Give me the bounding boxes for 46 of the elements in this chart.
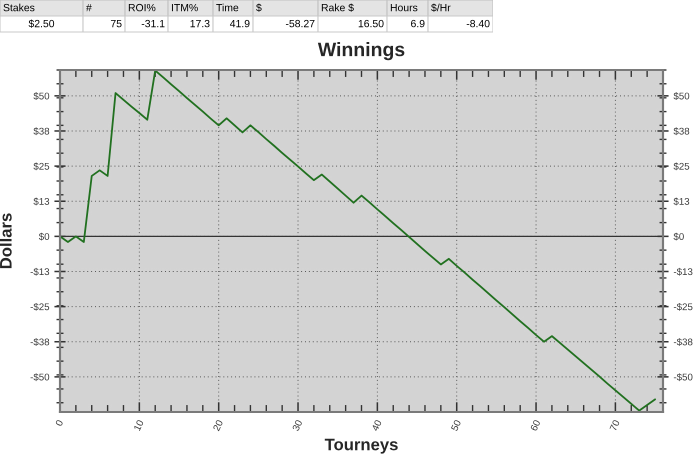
y-tick-label: -$50 (30, 373, 50, 382)
y2-tick-label: $0 (674, 232, 684, 241)
text: 17.3 (190, 20, 210, 28)
category-label: $ (256, 3, 262, 12)
text: $2.50 (28, 19, 54, 28)
category-label: Stakes (3, 4, 34, 12)
text: 16.50 (358, 20, 384, 28)
x-tick-label: 70 (609, 419, 620, 432)
x-tick-label: 50 (450, 419, 462, 432)
y2-tick-label: -$13 (674, 268, 692, 276)
y-tick-label: -$13 (30, 268, 50, 276)
text: 6.9 (411, 20, 425, 28)
y-tick-label: -$25 (30, 302, 50, 311)
x-tick-label: 20 (212, 419, 224, 432)
y2-tick-label: $50 (674, 92, 690, 100)
y-tick-label: $50 (33, 92, 50, 100)
y-tick-label: $38 (33, 127, 50, 136)
y-tick-label: -$38 (30, 338, 50, 346)
category-label: Hours (390, 4, 418, 12)
x-tick-label: 30 (292, 419, 303, 432)
y2-tick-label: -$38 (674, 338, 692, 346)
text: 75 (110, 20, 122, 28)
y2-tick-label: $38 (674, 127, 690, 136)
y2-tick-label: -$25 (674, 302, 692, 311)
category-label: Time (216, 4, 238, 12)
text: -8.40 (466, 20, 490, 28)
x-tick-label: 60 (530, 419, 541, 432)
y2-tick-label: $13 (674, 198, 690, 206)
y-tick-label: $25 (33, 162, 50, 170)
category-label: Rake $ (322, 3, 354, 12)
x-tick-label: 0 (55, 419, 64, 427)
category-label: $/Hr (431, 3, 451, 12)
x-tick-label: 10 (133, 419, 144, 432)
category-label: ROI% (128, 4, 156, 12)
y2-tick-label: -$50 (674, 373, 692, 382)
x-axis-title: Tourneys (324, 438, 398, 454)
y2-tick-label: $25 (674, 162, 690, 170)
x-tick-label: 40 (371, 419, 382, 432)
y-tick-label: $0 (38, 232, 50, 241)
category-label: # (86, 4, 92, 12)
chart-title: Winnings (318, 42, 404, 60)
category-label: ITM% (172, 4, 198, 12)
text: 41.9 (230, 20, 250, 28)
text: -58.27 (286, 20, 314, 28)
text: -31.1 (142, 20, 164, 28)
y-tick-label: $13 (33, 198, 50, 206)
